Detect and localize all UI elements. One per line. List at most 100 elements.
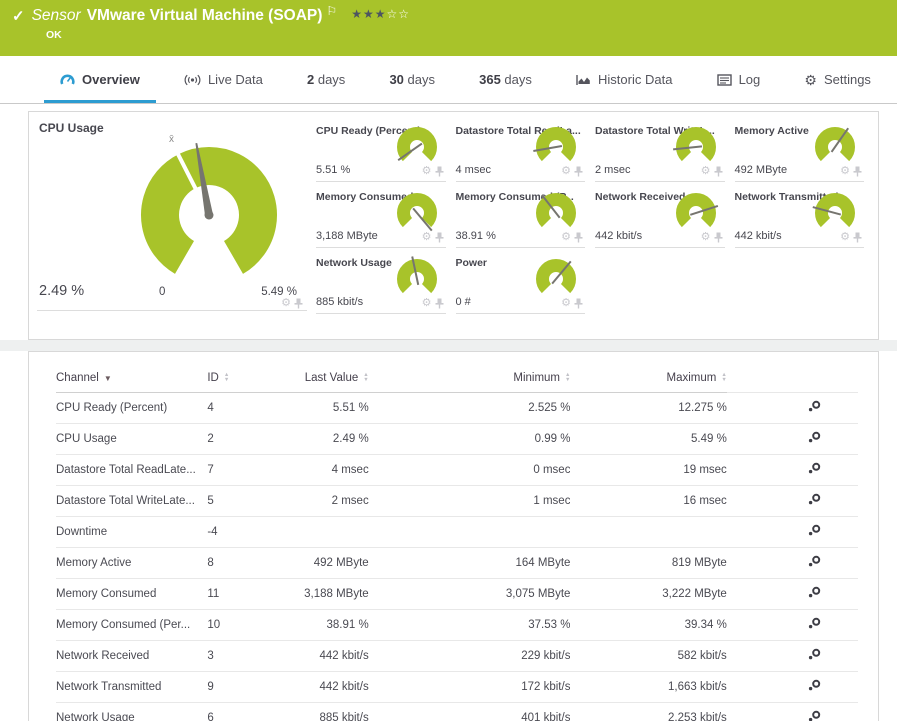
sort-both-icon: ▲ ▼ [363, 372, 369, 383]
cell-maximum [570, 516, 727, 548]
gear-icon[interactable]: ⚙ [700, 165, 711, 177]
cell-last-value [267, 516, 369, 548]
star-filled-icon[interactable]: ★ [351, 7, 363, 21]
cell-channel[interactable]: Datastore Total WriteLate... [56, 485, 208, 517]
channel-settings-icon[interactable] [807, 431, 821, 444]
pin-icon[interactable] [714, 166, 723, 177]
column-header-last-value[interactable]: Last Value ▲ ▼ [267, 366, 369, 393]
column-header-minimum[interactable]: Minimum ▲ ▼ [368, 366, 571, 393]
pin-icon[interactable] [714, 232, 723, 243]
tab-log[interactable]: Log [701, 56, 777, 103]
cell-maximum: 1,663 kbit/s [570, 671, 727, 703]
tab-label: Settings [823, 72, 871, 87]
cell-last-value: 5.51 % [267, 392, 369, 424]
live-data-icon [184, 74, 201, 85]
tab-2-days[interactable]: 2 days [307, 72, 346, 87]
cell-settings [726, 423, 858, 455]
tab-live-data[interactable]: Live Data [168, 56, 279, 103]
channel-settings-icon[interactable] [807, 679, 821, 692]
gear-icon[interactable]: ⚙ [700, 231, 711, 243]
tab-365-days[interactable]: 365 days [479, 72, 532, 87]
pin-icon[interactable] [853, 166, 862, 177]
table-row: Memory Consumed (Per... 10 38.91 % 37.53 % 3… [56, 609, 858, 641]
mean-marker-label: x̄ [169, 134, 174, 145]
cell-channel[interactable]: Datastore Total ReadLate... [56, 454, 208, 486]
column-header-settings [726, 366, 858, 393]
cell-minimum: 2.525 % [368, 392, 571, 424]
gauges-panel: CPU Usage x̄ 2.49 % 0 5.49 % ⚙ CPU Ready… [28, 111, 879, 340]
table-row: Network Received 3 442 kbit/s 229 kbit/s 582… [56, 640, 858, 672]
gear-icon[interactable]: ⚙ [561, 231, 571, 243]
sensor-kind-label: Sensor [31, 7, 81, 24]
pin-icon[interactable] [853, 232, 862, 243]
cell-channel[interactable]: CPU Usage [56, 423, 208, 455]
channel-settings-icon[interactable] [807, 648, 821, 661]
cell-channel[interactable]: Memory Consumed [56, 578, 208, 610]
pin-icon[interactable] [294, 298, 303, 309]
cell-settings [726, 640, 858, 672]
flag-icon[interactable]: ⚐ [326, 4, 338, 18]
star-filled-icon[interactable]: ★ [362, 7, 375, 21]
gauge-icon [60, 74, 75, 85]
table-row: Downtime -4 [56, 516, 858, 548]
table-row: CPU Ready (Percent) 4 5.51 % 2.525 % 12.275 … [56, 392, 858, 424]
cell-settings [726, 454, 858, 486]
channel-settings-icon[interactable] [807, 555, 821, 568]
cell-minimum: 0.99 % [368, 423, 571, 455]
gear-icon[interactable]: ⚙ [421, 297, 432, 309]
column-header-channel[interactable]: Channel ▼ [56, 366, 208, 393]
column-header-maximum[interactable]: Maximum ▲ ▼ [570, 366, 727, 393]
pin-icon[interactable] [435, 166, 444, 177]
gear-icon[interactable]: ⚙ [421, 165, 432, 177]
cell-channel[interactable]: Memory Consumed (Per... [56, 609, 208, 641]
pin-icon[interactable] [435, 298, 444, 309]
star-empty-icon[interactable]: ☆ [398, 7, 411, 21]
cell-channel[interactable]: CPU Ready (Percent) [56, 392, 208, 424]
tab-overview[interactable]: Overview [44, 56, 156, 103]
tab-historic-data[interactable]: Historic Data [560, 56, 688, 103]
channel-settings-icon[interactable] [807, 493, 821, 506]
gear-icon[interactable]: ⚙ [561, 297, 571, 309]
gear-icon[interactable]: ⚙ [421, 231, 432, 243]
gear-icon[interactable]: ⚙ [840, 165, 850, 177]
channel-settings-icon[interactable] [807, 586, 821, 599]
channel-settings-icon[interactable] [807, 462, 821, 475]
cell-maximum: 582 kbit/s [570, 640, 727, 672]
cell-channel[interactable]: Network Transmitted [56, 671, 208, 703]
gauge-value: 3,188 MByte [316, 230, 378, 242]
cell-channel[interactable]: Network Usage [56, 702, 208, 721]
gear-icon[interactable]: ⚙ [840, 231, 850, 243]
cell-channel[interactable]: Downtime [56, 516, 208, 548]
tab-30-days[interactable]: 30 days [389, 72, 435, 87]
cell-id: 10 [207, 609, 268, 641]
gear-icon[interactable]: ⚙ [561, 165, 571, 177]
cell-settings [726, 392, 858, 424]
settings-icon: ⚙ [804, 71, 817, 88]
channel-table: Channel ▼ ID ▲ ▼ Last Value ▲ ▼ Minimum ▲ ▼ Max… [56, 366, 858, 721]
gear-icon[interactable]: ⚙ [281, 297, 291, 309]
channel-settings-icon[interactable] [807, 617, 821, 630]
channel-gauge [396, 127, 437, 162]
cell-last-value: 4 msec [267, 454, 369, 486]
cell-minimum [368, 516, 571, 548]
channel-settings-icon[interactable] [807, 400, 821, 413]
pin-icon[interactable] [435, 232, 444, 243]
cell-last-value: 2 msec [267, 485, 369, 517]
column-header-id[interactable]: ID ▲ ▼ [207, 366, 268, 393]
priority-stars[interactable]: ★★★☆☆ [351, 7, 410, 21]
star-filled-icon[interactable]: ★ [374, 7, 387, 21]
pin-icon[interactable] [574, 232, 583, 243]
cell-channel[interactable]: Memory Active [56, 547, 208, 579]
cell-minimum: 3,075 MByte [368, 578, 571, 610]
star-empty-icon[interactable]: ☆ [386, 7, 399, 21]
gauge-label: Power [455, 257, 488, 269]
pin-icon[interactable] [574, 298, 583, 309]
cell-last-value: 38.91 % [267, 609, 369, 641]
channel-settings-icon[interactable] [807, 524, 821, 537]
pin-icon[interactable] [574, 166, 583, 177]
channel-settings-icon[interactable] [807, 710, 821, 721]
cell-channel[interactable]: Network Received [56, 640, 208, 672]
tab-settings[interactable]: ⚙ Settings [788, 56, 887, 103]
cell-settings [726, 609, 858, 641]
cell-last-value: 3,188 MByte [267, 578, 369, 610]
